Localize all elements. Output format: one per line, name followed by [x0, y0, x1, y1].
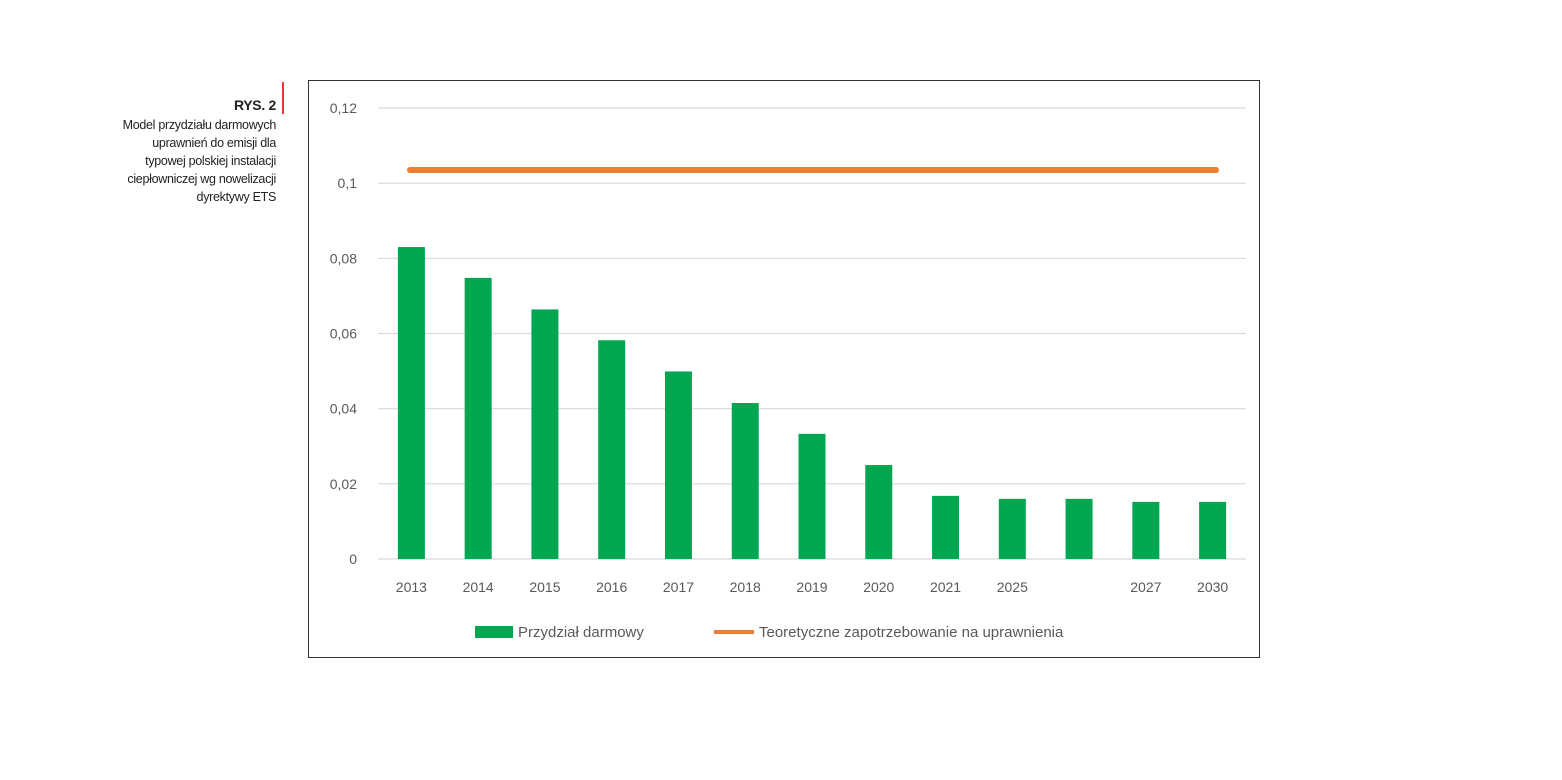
x-tick-label: 2027 — [1130, 579, 1161, 595]
figure-description: Model przydziału darmowych uprawnień do … — [122, 118, 277, 204]
legend-swatch-bar — [475, 626, 513, 638]
figure-caption: RYS. 2 Model przydziału darmowych uprawn… — [120, 96, 277, 206]
x-tick-label: 2017 — [663, 579, 694, 595]
x-tick-label: 2019 — [796, 579, 827, 595]
bar — [731, 403, 759, 559]
y-tick-label: 0,12 — [330, 100, 357, 116]
bar — [1199, 501, 1227, 559]
x-tick-label: 2018 — [730, 579, 761, 595]
x-tick-label: 2021 — [930, 579, 961, 595]
bar — [1132, 501, 1160, 559]
bar — [464, 277, 492, 559]
caption-accent-bar — [282, 82, 284, 114]
x-tick-label: 2020 — [863, 579, 894, 595]
bar — [798, 433, 826, 559]
y-tick-label: 0,1 — [338, 175, 358, 191]
x-tick-label: 2013 — [396, 579, 427, 595]
bar — [397, 247, 425, 559]
x-tick-label: 2016 — [596, 579, 627, 595]
x-tick-label: 2015 — [529, 579, 560, 595]
bar — [998, 498, 1026, 559]
y-tick-label: 0 — [349, 551, 357, 567]
y-tick-label: 0,02 — [330, 476, 357, 492]
x-tick-label: 2030 — [1197, 579, 1228, 595]
bar — [664, 371, 692, 559]
y-tick-label: 0,06 — [330, 326, 357, 342]
x-tick-label: 2014 — [463, 579, 494, 595]
legend-label-line: Teoretyczne zapotrzebowanie na uprawnien… — [759, 624, 1064, 641]
x-tick-label: 2025 — [997, 579, 1028, 595]
figure-label: RYS. 2 — [233, 97, 276, 113]
y-tick-label: 0,08 — [330, 250, 357, 266]
bar — [531, 309, 559, 559]
bar — [598, 340, 626, 559]
y-tick-label: 0,04 — [330, 401, 357, 417]
bar — [1065, 498, 1093, 559]
bar — [932, 495, 960, 559]
bar — [865, 465, 893, 559]
legend-label-bar: Przydział darmowy — [518, 624, 644, 641]
